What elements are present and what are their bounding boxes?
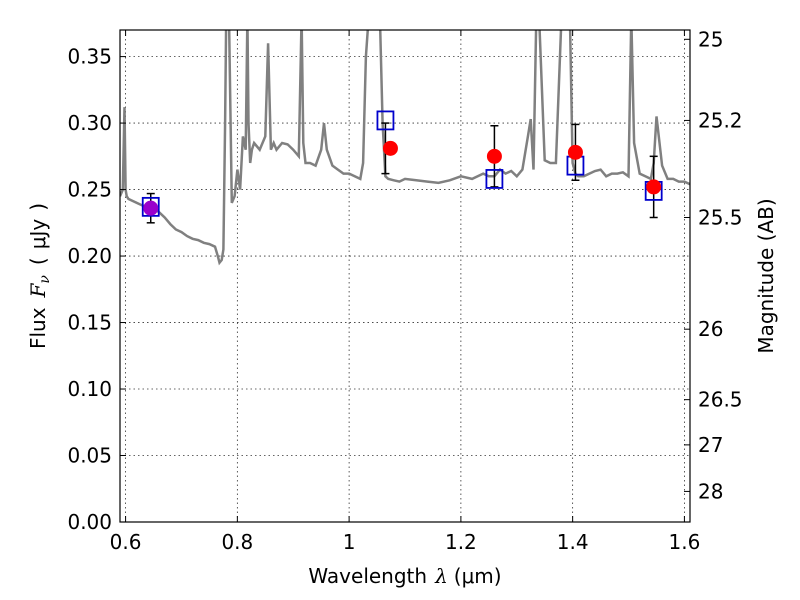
grid-lines	[120, 30, 690, 522]
observed-point	[382, 140, 398, 156]
observed-point	[486, 148, 502, 164]
y2-tick-label: 25	[698, 27, 723, 51]
y2-tick-label: 25.5	[698, 205, 743, 229]
x-tick-label: 1.2	[445, 530, 477, 554]
y-tick-label: 0.20	[67, 244, 112, 268]
y-tick-label: 0.00	[67, 510, 112, 534]
y-tick-label: 0.10	[67, 377, 112, 401]
x-tick-label: 1.6	[669, 530, 701, 554]
y2-axis-label: Magnitude (AB)	[754, 198, 778, 353]
x-axis-label: Wavelength λ (μm)	[308, 564, 501, 588]
model-point	[141, 196, 160, 217]
x-tick-label: 0.6	[110, 530, 142, 554]
y-tick-label: 0.05	[67, 444, 112, 468]
y-tick-label: 0.35	[67, 45, 112, 69]
model-point	[376, 110, 395, 131]
y-axis-ticks: 0.00 0.05 0.10 0.15 0.20 0.25 0.30 0.35	[67, 45, 126, 534]
x-tick-label: 1.4	[557, 530, 589, 554]
observed-point	[567, 144, 583, 160]
y2-tick-label: 26	[698, 317, 723, 341]
observed-point	[646, 179, 662, 195]
x-axis-ticks: 0.6 0.8 1 1.2 1.4 1.6	[110, 30, 701, 554]
x-tick-label: 0.8	[221, 530, 253, 554]
y-tick-label: 0.15	[67, 311, 112, 335]
observed-point	[143, 200, 159, 216]
x-tick-label: 1	[343, 530, 356, 554]
y-tick-label: 0.25	[67, 178, 112, 202]
sed-model-line	[120, 30, 690, 266]
y-tick-label: 0.30	[67, 111, 112, 135]
y2-tick-label: 26.5	[698, 388, 743, 412]
y2-tick-label: 28	[698, 479, 723, 503]
y2-tick-label: 25.2	[698, 108, 743, 132]
plot-frame	[119, 29, 691, 523]
y-axis-label: FluxFν(μJy)	[26, 203, 53, 349]
y2-axis-ticks: 25 25.2 25.5 26 26.5 27 28	[684, 27, 743, 503]
model-point	[485, 169, 504, 189]
model-photometry-points	[141, 110, 663, 217]
plot-area	[120, 30, 690, 266]
y2-tick-label: 27	[698, 433, 723, 457]
observed-photometry-points	[143, 140, 662, 216]
